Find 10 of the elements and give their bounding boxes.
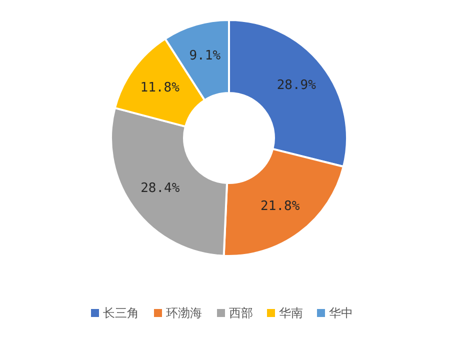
data-label: 11.8% — [140, 80, 180, 96]
legend-label: 华南 — [279, 306, 303, 320]
legend-label: 华中 — [329, 306, 353, 320]
legend-label: 西部 — [229, 306, 253, 320]
data-label: 21.8% — [260, 199, 300, 214]
legend-label: 长三角 — [103, 306, 139, 320]
legend-label: 环渤海 — [166, 306, 202, 320]
data-label: 28.4% — [140, 181, 180, 196]
data-label: 9.1% — [189, 48, 221, 64]
data-label: 28.9% — [276, 78, 316, 93]
